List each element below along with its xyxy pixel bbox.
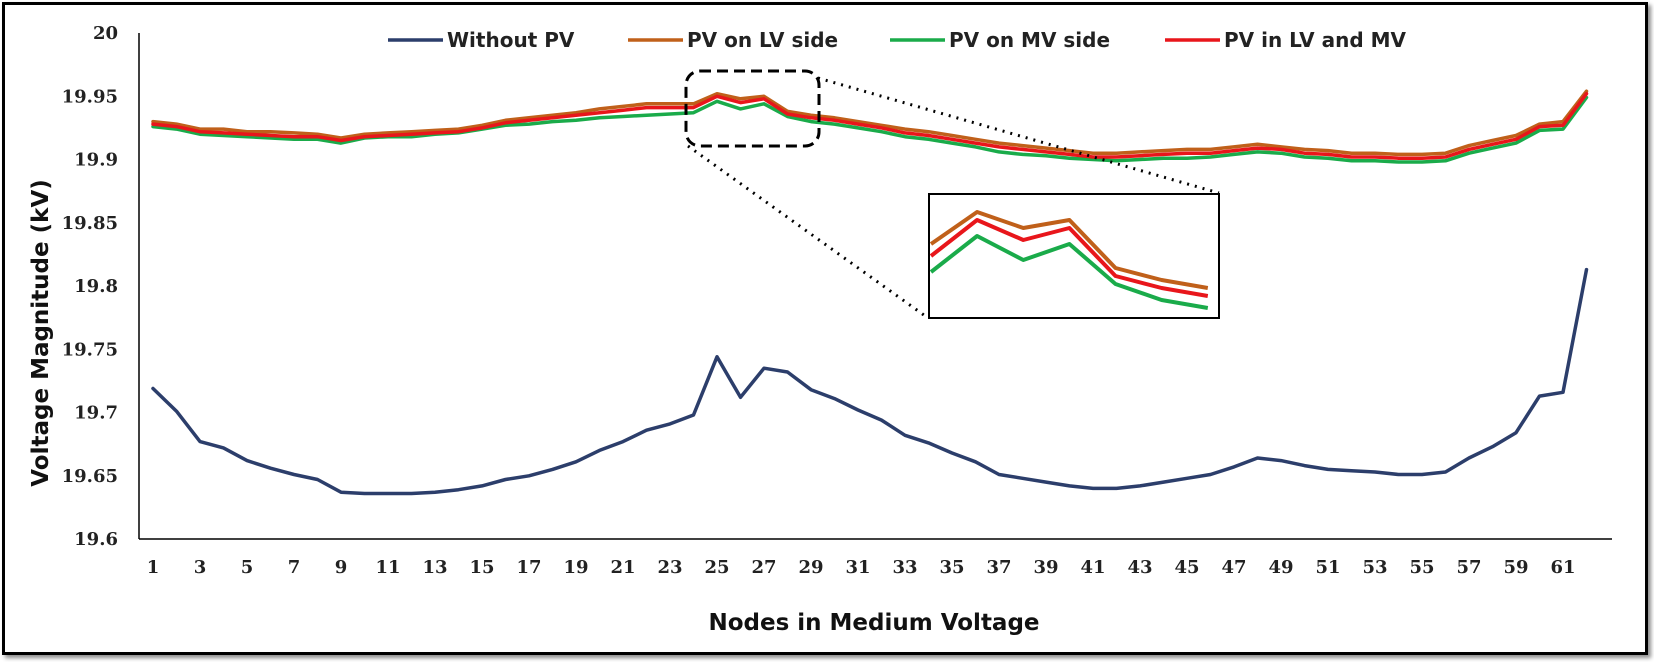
legend-label: PV on MV side [949,28,1110,52]
x-tick-label: 5 [241,557,254,578]
x-tick-label: 43 [1127,557,1152,578]
series-line [151,267,1589,496]
series-lines [151,89,1589,496]
y-tick-label: 19.9 [74,150,118,171]
x-tick-label: 57 [1456,557,1481,578]
x-tick-label: 37 [986,557,1011,578]
x-tick-label: 55 [1409,557,1434,578]
y-tick-label: 19.75 [62,339,118,360]
y-tick-label: 19.6 [74,529,118,550]
y-axis-title: Voltage Magnitude (kV) [28,179,54,487]
series-line [151,89,1589,157]
x-tick-label: 23 [657,557,682,578]
axes [138,33,1612,540]
inset-series-lines [929,210,1209,310]
y-tick-label: 19.65 [62,466,118,487]
x-tick-label: 19 [563,557,588,578]
legend-label: Without PV [447,28,575,52]
x-tick-label: 25 [704,557,729,578]
x-tick-label: 13 [422,557,447,578]
x-tick-label: 7 [288,557,301,578]
x-tick-label: 49 [1268,557,1293,578]
x-tick-label: 61 [1550,557,1575,578]
x-tick-label: 21 [610,557,635,578]
x-tick-label: 39 [1033,557,1058,578]
x-tick-label: 59 [1503,557,1528,578]
x-tick-label: 47 [1221,557,1246,578]
legend-label: PV on LV side [687,28,838,52]
x-tick-label: 29 [798,557,823,578]
zoom-connector-top [817,76,1220,195]
x-axis-title: Nodes in Medium Voltage [708,610,1039,636]
x-tick-label: 9 [335,557,348,578]
series-line [151,91,1589,160]
x-tick-label: 31 [845,557,870,578]
y-tick-label: 19.7 [74,403,118,424]
x-tick-label: 3 [194,557,207,578]
x-tick-label: 53 [1362,557,1387,578]
x-tick-label: 1 [147,557,160,578]
zoom-region-box [684,69,821,148]
legend-label: PV in LV and MV [1224,28,1407,52]
x-tick-label: 45 [1174,557,1199,578]
inset-series-line [929,218,1209,298]
y-tick-labels: 19.6 19.65 19.7 19.75 19.8 19.85 19.9 19.95 20 [62,23,118,550]
y-tick-label: 19.85 [62,213,118,234]
inset-series-line [929,210,1209,290]
y-tick-label: 20 [93,23,118,44]
x-tick-label: 11 [375,557,400,578]
x-tick-label: 27 [751,557,776,578]
x-tick-label: 15 [469,557,494,578]
x-tick-label: 35 [939,557,964,578]
zoom-detail [684,69,1220,320]
x-tick-labels: 1 3 5 7 9 11 13 15 17 19 21 23 25 27 29 31 33 35 37 39 41 43 4… [147,557,1576,578]
x-tick-label: 41 [1080,557,1105,578]
inset-series-line [929,234,1209,310]
y-tick-label: 19.8 [74,276,118,297]
x-tick-label: 17 [516,557,541,578]
y-tick-label: 19.95 [62,86,118,107]
inset-box [928,193,1220,319]
legend: Without PV PV on LV side PV on MV side PV i… [388,28,1407,52]
zoom-connector-bottom [687,144,929,320]
x-tick-label: 51 [1315,557,1340,578]
x-tick-label: 33 [892,557,917,578]
